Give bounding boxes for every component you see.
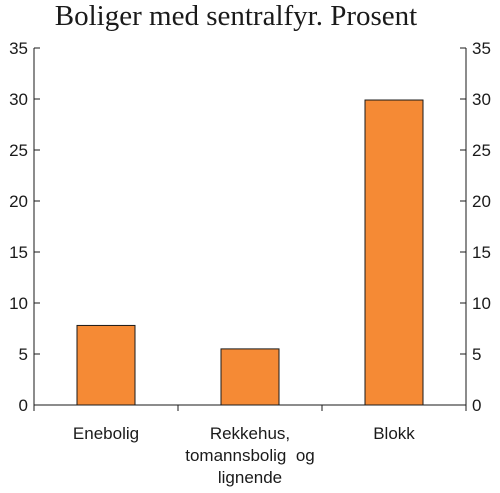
bars	[76, 99, 424, 406]
category-label-line: Blokk	[373, 424, 415, 443]
y-tick-label-right: 15	[472, 243, 491, 262]
category-label-line: Rekkehus,	[210, 424, 290, 443]
y-tick-label-left: 20	[9, 192, 28, 211]
y-tick-label-right: 10	[472, 294, 491, 313]
y-tick-label-right: 25	[472, 141, 491, 160]
y-tick-label-right: 35	[472, 39, 491, 58]
y-tick-label-left: 25	[9, 141, 28, 160]
y-tick-label-right: 20	[472, 192, 491, 211]
y-tick-label-left: 35	[9, 39, 28, 58]
y-tick-label-left: 15	[9, 243, 28, 262]
category-label-line: tomannsbolig og	[185, 446, 314, 465]
y-tick-label-left: 30	[9, 90, 28, 109]
y-tick-label-left: 10	[9, 294, 28, 313]
bar	[76, 324, 136, 406]
y-tick-label-left: 5	[19, 345, 28, 364]
bar	[364, 99, 424, 406]
category-label-line: Enebolig	[73, 424, 139, 443]
y-tick-label-right: 0	[472, 396, 481, 415]
y-tick-label-left: 0	[19, 396, 28, 415]
category-label: Enebolig	[73, 424, 139, 443]
y-tick-label-right: 5	[472, 345, 481, 364]
category-label: Blokk	[373, 424, 415, 443]
y-tick-label-right: 30	[472, 90, 491, 109]
axes: 0 0 5 5 10 10 15 15 20 20 25 25 30 30 35 35	[9, 39, 491, 415]
category-label: Rekkehus, tomannsbolig og lignende	[185, 424, 314, 487]
category-labels: Enebolig Rekkehus, tomannsbolig og lignende…	[73, 424, 415, 487]
chart-title: Boliger med sentralfyr. Prosent	[55, 0, 417, 32]
category-label-line: lignende	[218, 468, 282, 487]
bar	[220, 348, 280, 406]
